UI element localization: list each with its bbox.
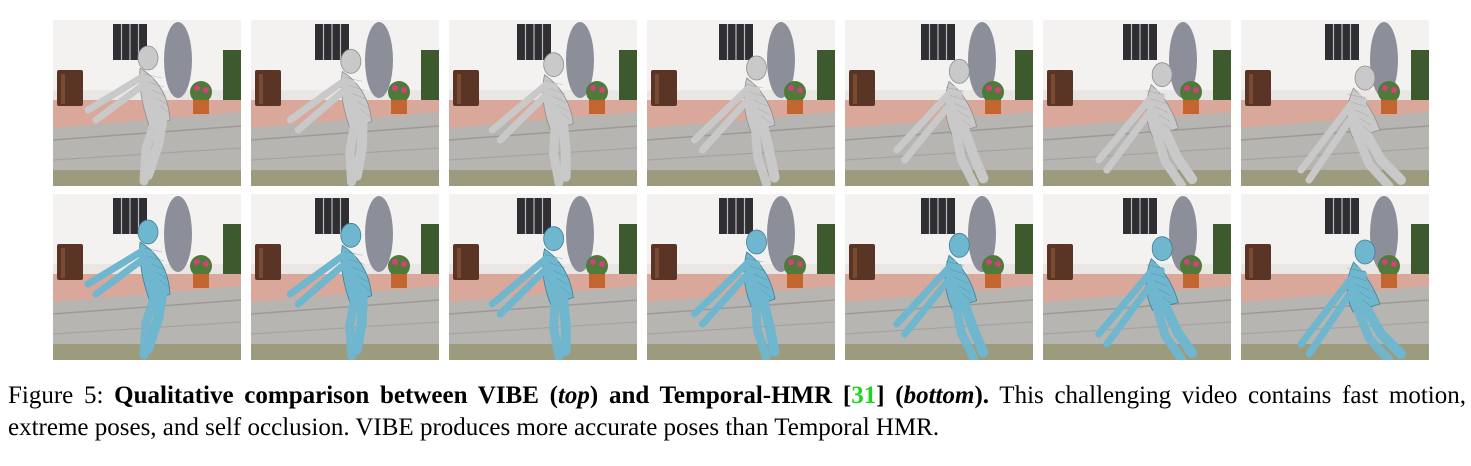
- frame-vibe-3: [449, 20, 637, 186]
- frame-temporal-hmr-6: [1043, 194, 1231, 360]
- frame-vibe-7: [1241, 20, 1429, 186]
- frame-temporal-hmr-3: [449, 194, 637, 360]
- figure-caption: Figure 5: Qualitative comparison between…: [8, 380, 1466, 444]
- caption-title: Qualitative comparison between VIBE (top…: [114, 382, 990, 409]
- frame-temporal-hmr-4: [647, 194, 835, 360]
- caption-body: This challenging video contains fast mot…: [8, 382, 1466, 441]
- frame-vibe-2: [251, 20, 439, 186]
- figure-grid: [53, 20, 1433, 360]
- frame-vibe-5: [845, 20, 1033, 186]
- citation-link[interactable]: 31: [851, 382, 877, 409]
- frame-vibe-6: [1043, 20, 1231, 186]
- frame-temporal-hmr-1: [53, 194, 241, 360]
- frame-temporal-hmr-5: [845, 194, 1033, 360]
- frame-temporal-hmr-7: [1241, 194, 1429, 360]
- caption-label: Figure 5:: [8, 382, 104, 409]
- frame-vibe-1: [53, 20, 241, 186]
- frame-temporal-hmr-2: [251, 194, 439, 360]
- frame-vibe-4: [647, 20, 835, 186]
